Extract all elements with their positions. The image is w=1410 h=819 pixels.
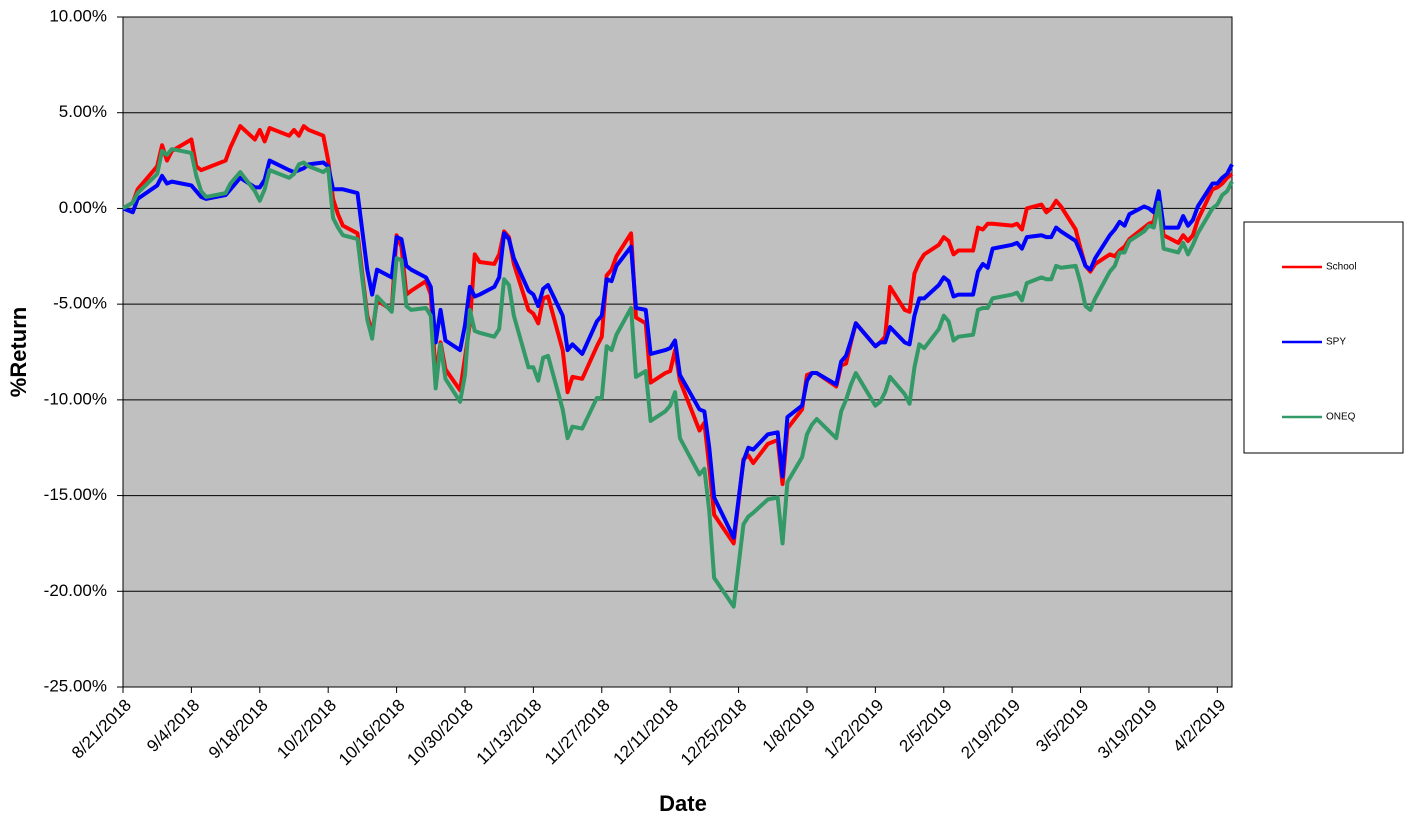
x-tick-label: 11/27/2018: [541, 696, 614, 769]
x-tick-label: 2/5/2019: [896, 696, 956, 756]
legend-label: SPY: [1326, 337, 1346, 348]
x-tick-label: 2/19/2019: [957, 696, 1024, 763]
series-line: [121, 147, 1234, 609]
legend-label: School: [1326, 262, 1357, 273]
x-tick-label: 4/2/2019: [1169, 696, 1229, 756]
y-tick-label: -15.00%: [44, 485, 107, 504]
y-tick-label: -10.00%: [44, 389, 107, 408]
x-tick-label: 3/19/2019: [1094, 696, 1161, 763]
legend-label: ONEQ: [1326, 412, 1356, 423]
x-tick-label: 3/5/2019: [1032, 696, 1092, 756]
x-tick-label: 11/13/2018: [473, 696, 546, 769]
x-tick-label: 9/4/2018: [143, 696, 203, 756]
x-tick-label: 12/11/2018: [609, 696, 682, 769]
y-axis-title: %Return: [6, 307, 31, 397]
y-tick-label: -5.00%: [53, 294, 107, 313]
grid: [117, 16, 1232, 693]
y-tick-label: 10.00%: [49, 6, 107, 25]
y-tick-label: -25.00%: [44, 676, 107, 695]
x-tick-label: 8/21/2018: [68, 696, 135, 763]
x-tick-label: 12/25/2018: [677, 696, 751, 770]
x-tick-label: 1/8/2019: [759, 696, 819, 756]
x-axis-title: Date: [659, 791, 707, 816]
lines: [121, 124, 1234, 609]
x-tick-label: 1/22/2019: [820, 696, 887, 763]
x-tick-label: 10/2/2018: [273, 696, 340, 763]
x-tick-label: 10/16/2018: [335, 696, 409, 770]
legend-box: [1243, 221, 1404, 454]
x-tick-label: 9/18/2018: [205, 696, 272, 763]
y-tick-label: -20.00%: [44, 581, 107, 600]
y-tick-label: 5.00%: [59, 102, 107, 121]
y-tick-label: 0.00%: [59, 198, 107, 217]
x-tick-label: 10/30/2018: [403, 696, 477, 770]
